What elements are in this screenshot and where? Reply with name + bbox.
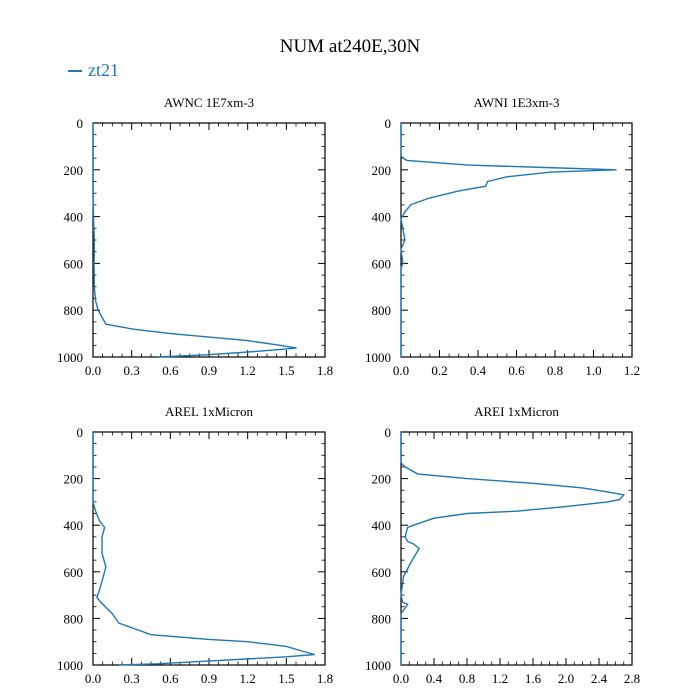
x-tick-label: 0.6 [162,363,179,378]
series-line-zt21 [92,123,297,358]
y-tick-label: 400 [64,210,84,225]
y-tick-label: 800 [64,303,84,318]
x-tick-label: 1.2 [492,671,508,686]
chart-title: AREL 1xMicron [165,404,253,419]
y-tick-label: 0 [385,116,392,131]
x-tick-label: 1.2 [240,363,256,378]
y-tick-label: 400 [372,518,392,533]
y-tick-label: 400 [372,210,392,225]
chart-panel-4: AREI 1xMicron 0.0 0.4 0.8 1.2 1.6 2.0 2.4 2.8 0 20… [365,404,640,686]
y-tick-label: 600 [372,565,392,580]
page-title: NUM at240E,30N [279,36,421,57]
y-tick-label: 600 [372,256,392,271]
y-tick-label: 600 [64,565,84,580]
x-tick-label: 1.2 [240,671,256,686]
chart-panel-1: AWNC 1E7xm-3 0.0 0.3 0.6 0.9 1.2 1.5 1.8 0 200 400… [57,95,333,378]
chart-title: AWNC 1E7xm-3 [164,95,254,110]
legend-line-icon [68,69,82,72]
plot-frame [400,431,633,666]
y-tick-label: 200 [372,472,392,487]
chart-title: AREI 1xMicron [474,404,559,419]
x-tick-label: 1.0 [585,363,601,378]
x-tick-label: 0.0 [85,671,101,686]
legend-label: zt21 [88,60,119,80]
y-tick-label: 1000 [365,658,391,673]
y-tick-label: 800 [372,611,392,626]
x-tick-label: 2.0 [558,671,574,686]
y-tick-label: 1000 [365,350,391,365]
y-tick-label: 0 [77,116,84,131]
x-tick-label: 0.3 [124,363,140,378]
y-tick-label: 400 [64,518,84,533]
x-tick-label: 1.6 [525,671,542,686]
y-tick-label: 800 [372,303,392,318]
x-tick-label: 0.0 [85,363,101,378]
chart-panel-2: AWNI 1E3xm-3 0.0 0.2 0.4 0.6 0.8 1.0 1.2 0 200 400… [365,95,640,378]
x-tick-label: 0.6 [508,363,525,378]
x-tick-label: 1.5 [278,363,294,378]
x-tick-label: 0.9 [201,671,217,686]
y-tick-label: 600 [64,256,84,271]
y-tick-label: 800 [64,611,84,626]
y-tick-label: 1000 [57,350,83,365]
x-tick-label: 0.0 [393,671,409,686]
x-tick-label: 0.2 [431,363,447,378]
legend: zt21 [68,60,119,81]
y-tick-label: 200 [64,472,84,487]
x-tick-label: 1.2 [624,363,640,378]
series-line-zt21 [92,432,315,666]
plot-frame [92,431,326,666]
y-tick-label: 200 [372,163,392,178]
x-tick-label: 1.5 [278,671,294,686]
x-tick-label: 0.3 [124,671,140,686]
chart-panel-3: AREL 1xMicron 0.0 0.3 0.6 0.9 1.2 1.5 1.8 0 200 40… [57,404,333,686]
x-tick-label: 0.0 [393,363,409,378]
x-tick-label: 0.4 [470,363,487,378]
x-tick-label: 0.6 [162,671,179,686]
series-line-zt21 [400,432,626,665]
series-line-zt21 [400,123,617,357]
x-tick-label: 0.8 [547,363,563,378]
x-tick-label: 0.4 [426,671,443,686]
y-tick-label: 1000 [57,658,83,673]
y-tick-label: 0 [77,425,84,440]
x-tick-label: 1.8 [317,671,333,686]
x-tick-label: 2.4 [591,671,608,686]
x-tick-label: 1.8 [317,363,333,378]
plot-frame [92,122,326,358]
x-tick-label: 0.8 [459,671,475,686]
y-tick-label: 200 [64,163,84,178]
y-tick-label: 0 [385,425,392,440]
chart-title: AWNI 1E3xm-3 [474,95,560,110]
x-tick-label: 0.9 [201,363,217,378]
x-tick-label: 2.8 [624,671,640,686]
plot-frame [400,122,633,358]
